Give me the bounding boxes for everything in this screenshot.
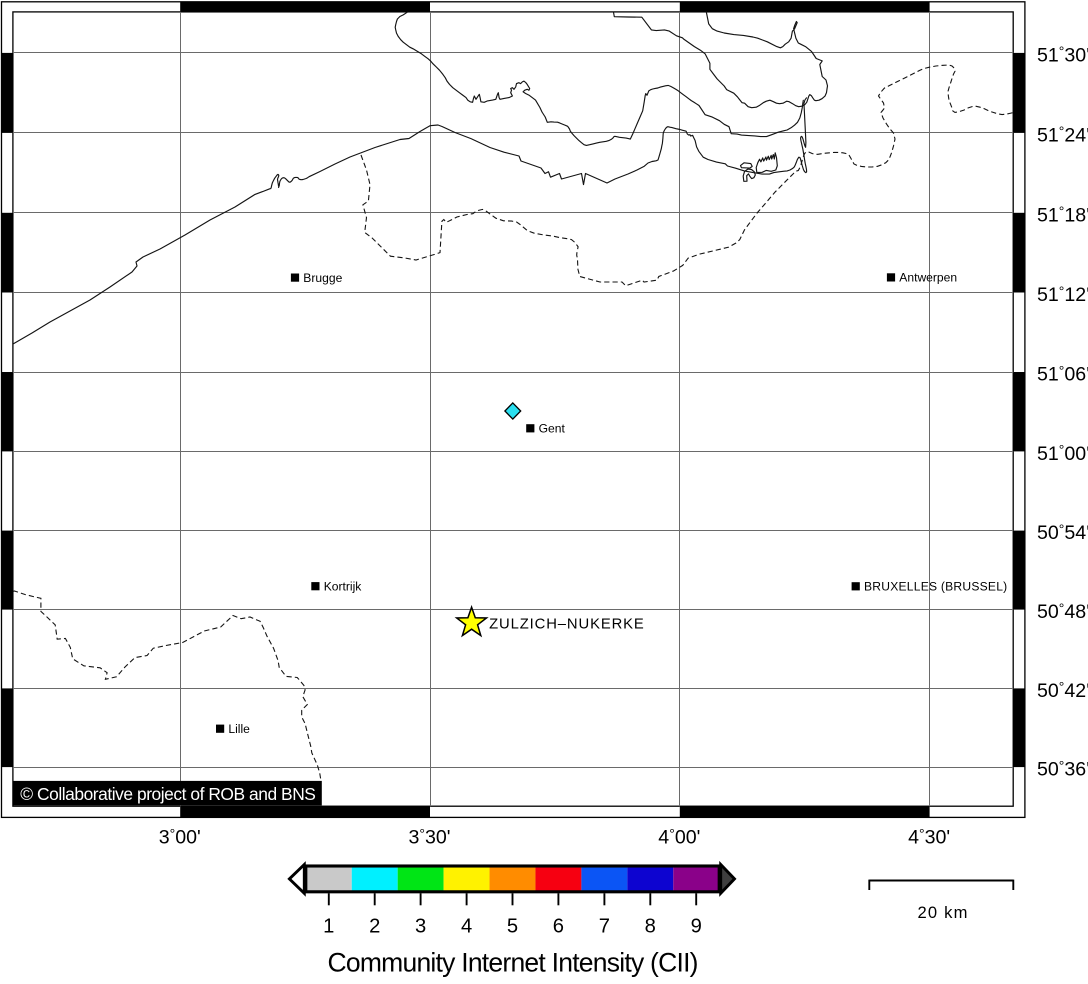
svg-text:Kortrijk: Kortrijk — [324, 580, 363, 594]
svg-text:50°48': 50°48' — [1037, 600, 1088, 623]
svg-text:Antwerpen: Antwerpen — [899, 271, 957, 285]
svg-text:9: 9 — [691, 916, 702, 938]
svg-text:5: 5 — [507, 916, 518, 938]
svg-text:4°30': 4°30' — [908, 826, 950, 849]
svg-text:1: 1 — [323, 916, 334, 938]
svg-text:4: 4 — [461, 916, 472, 938]
svg-text:4°00': 4°00' — [658, 826, 700, 849]
svg-text:50°42': 50°42' — [1037, 679, 1088, 702]
svg-text:50°54': 50°54' — [1037, 521, 1088, 544]
svg-text:7: 7 — [599, 916, 610, 938]
svg-text:2: 2 — [369, 916, 380, 938]
svg-text:ZULZICH–NUKERKE: ZULZICH–NUKERKE — [489, 616, 644, 632]
svg-text:8: 8 — [645, 916, 656, 938]
svg-text:51°12': 51°12' — [1037, 283, 1088, 306]
svg-text:BRUXELLES (BRUSSEL): BRUXELLES (BRUSSEL) — [864, 580, 1007, 594]
svg-text:51°18': 51°18' — [1037, 203, 1088, 226]
svg-text:20 km: 20 km — [918, 903, 968, 922]
svg-text:3: 3 — [415, 916, 426, 938]
svg-text:3°30': 3°30' — [409, 826, 451, 849]
svg-text:Community Internet Intensity (: Community Internet Intensity (CII) — [328, 947, 699, 977]
svg-text:Gent: Gent — [539, 422, 566, 436]
svg-text:51°06': 51°06' — [1037, 362, 1088, 385]
svg-text:6: 6 — [553, 916, 564, 938]
svg-text:3°00': 3°00' — [159, 826, 201, 849]
svg-text:51°30': 51°30' — [1037, 43, 1088, 66]
svg-text:Brugge: Brugge — [303, 271, 342, 285]
svg-text:50°36': 50°36' — [1037, 757, 1088, 780]
svg-text:Lille: Lille — [228, 722, 250, 736]
svg-text:51°00': 51°00' — [1037, 442, 1088, 465]
svg-text:© Collaborative project of ROB: © Collaborative project of ROB and BNS — [20, 784, 316, 804]
svg-text:51°24': 51°24' — [1037, 123, 1088, 146]
